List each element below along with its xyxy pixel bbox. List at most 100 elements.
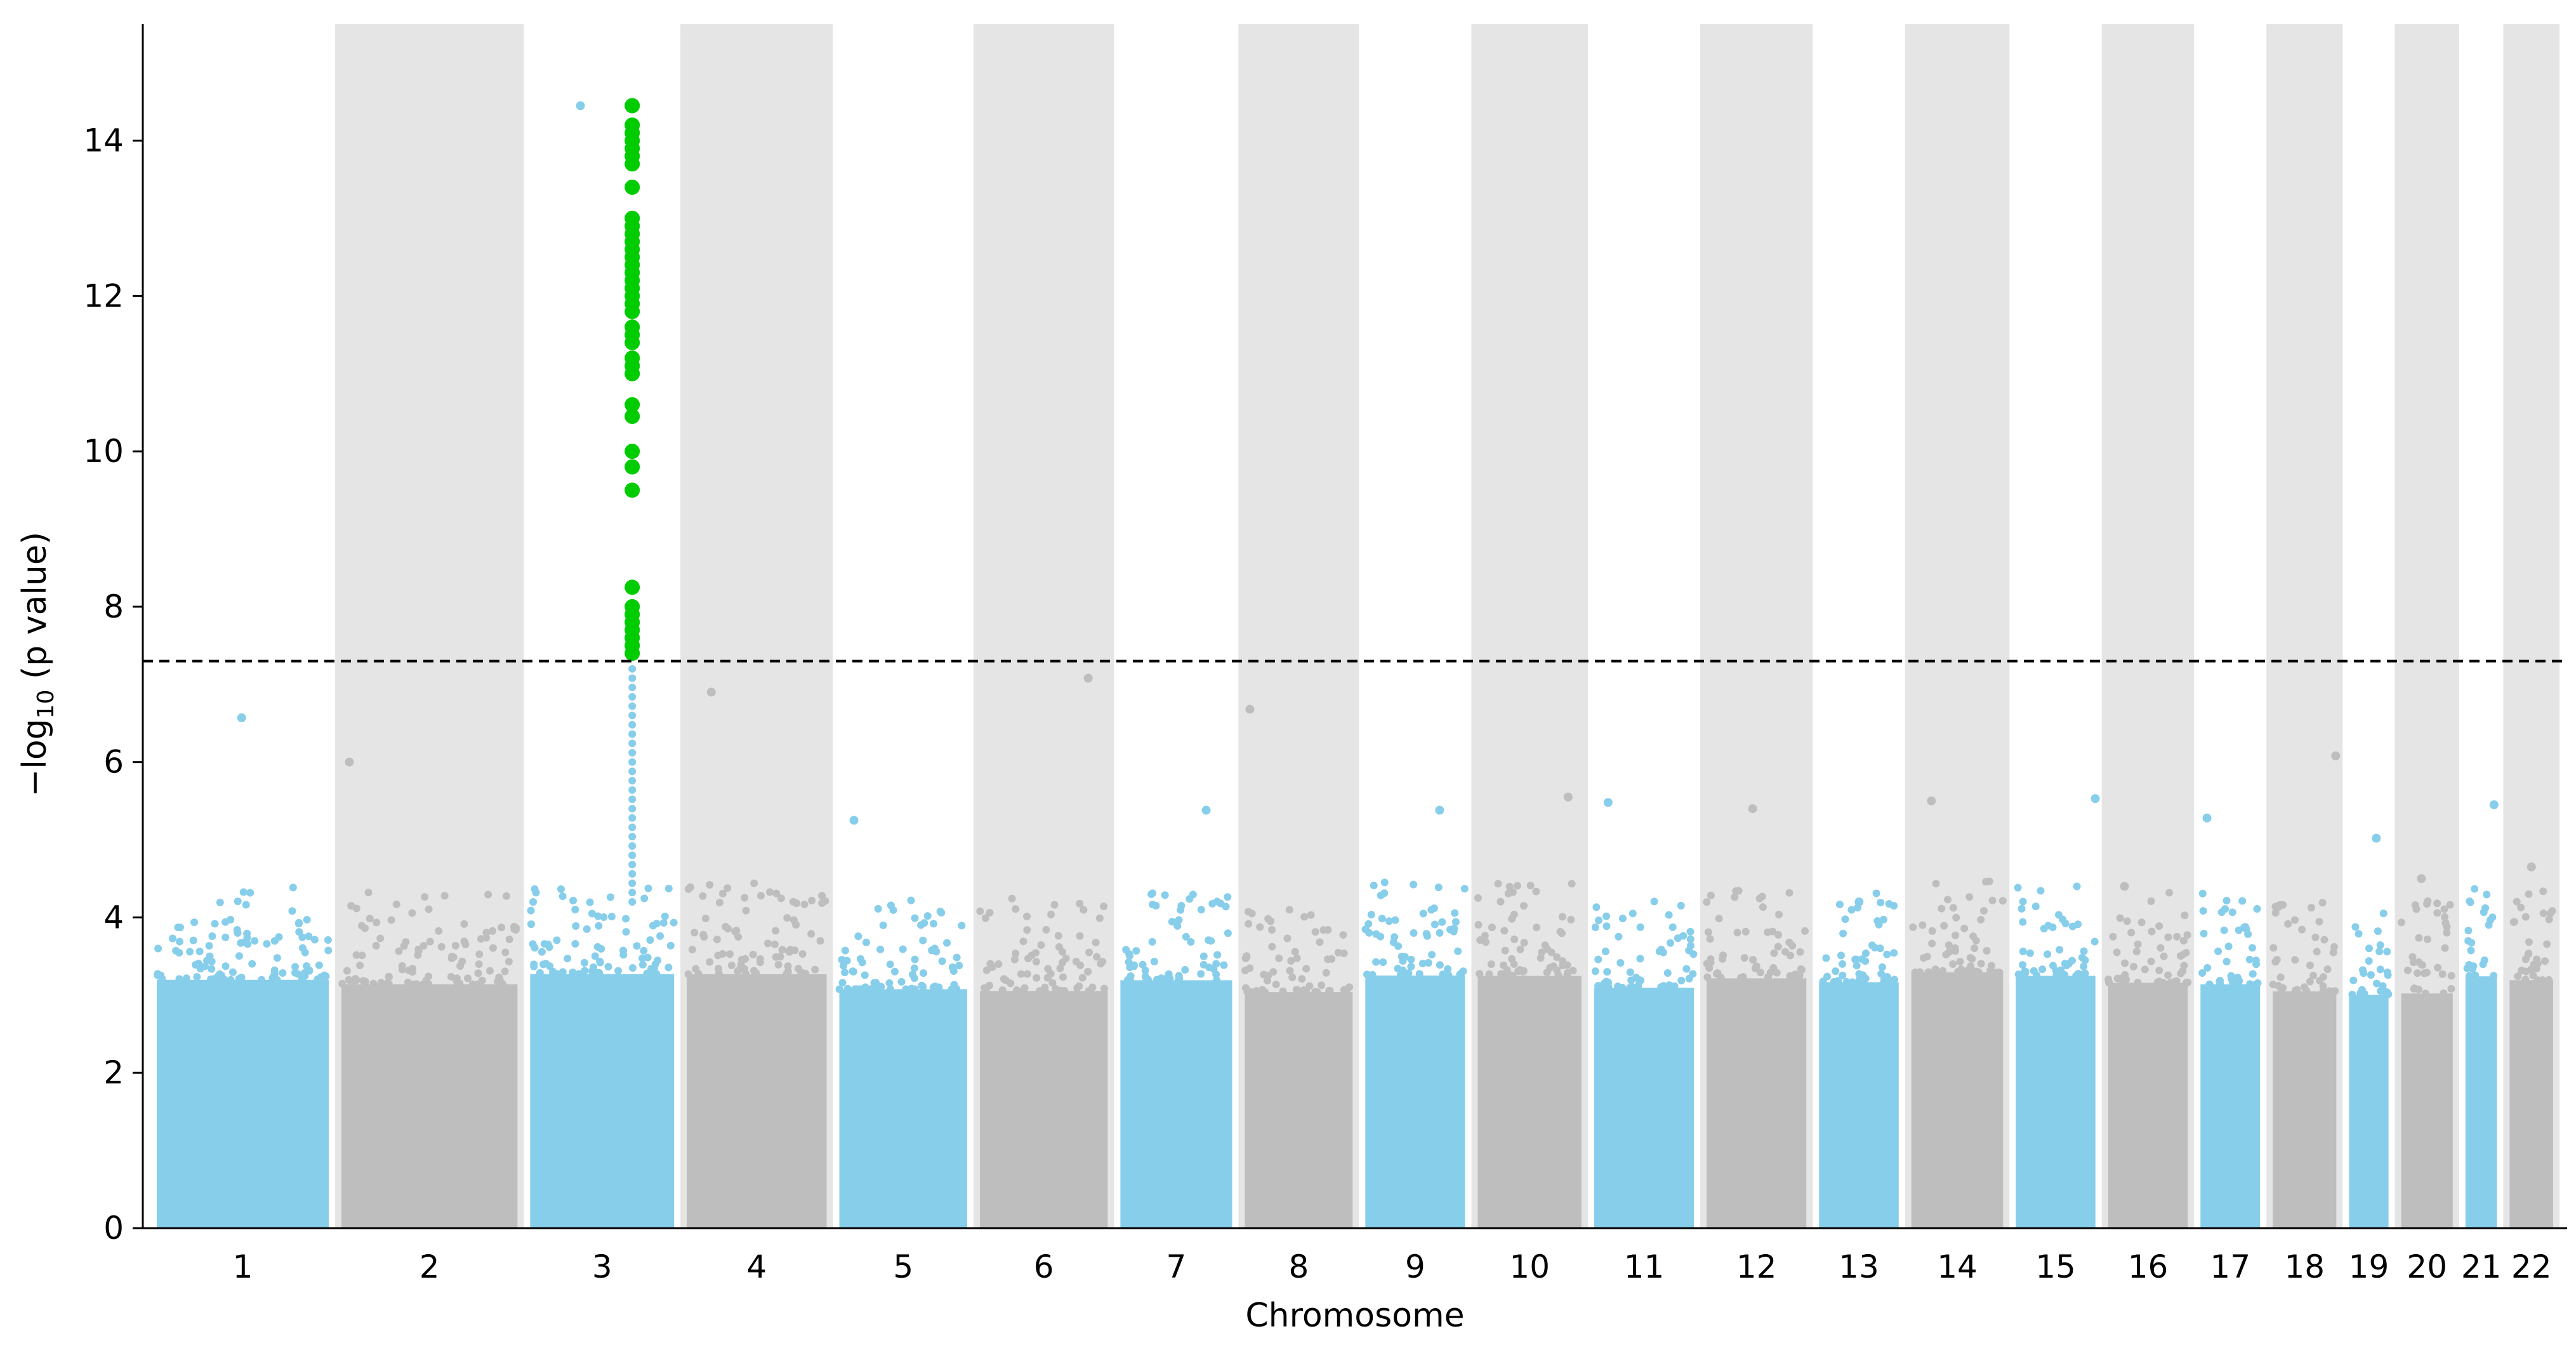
y-tick-label: 10 <box>83 433 124 470</box>
chromosome-point-6 <box>1080 906 1088 914</box>
chromosome-point-10 <box>1501 946 1509 955</box>
y-tick-label: 2 <box>103 1054 124 1091</box>
chromosome-point-4 <box>772 953 780 961</box>
chromosome-point-1 <box>315 961 323 969</box>
y-tick-label: 8 <box>103 588 124 625</box>
chromosome-point-8 <box>1241 966 1250 974</box>
chromosome-point-19 <box>2383 948 2391 956</box>
chromosome-point-2 <box>361 924 369 932</box>
chromosome-point-7 <box>1124 976 1132 984</box>
chromosome-point-6 <box>1095 914 1104 922</box>
chromosome-point-1 <box>154 944 162 953</box>
chromosome-point-4 <box>735 966 743 974</box>
chromosome-point-2 <box>387 916 395 924</box>
chromosome-point-7 <box>1175 972 1183 980</box>
chromosome-point-12 <box>1707 955 1715 963</box>
chromosome-point-15 <box>2059 915 2067 923</box>
chromosome-point-7 <box>1173 922 1182 930</box>
chromosome-point-2 <box>475 960 483 969</box>
significant-point <box>624 397 640 413</box>
chromosome-point-6 <box>1047 910 1055 918</box>
chromosome-point-14 <box>1943 896 1952 904</box>
chromosome-point-11 <box>1618 915 1627 923</box>
chromosome-point-2 <box>361 977 369 986</box>
significant-points <box>624 98 640 661</box>
chromosome-point-13 <box>1861 974 1870 983</box>
chromosome-point-20 <box>2397 918 2405 927</box>
chromosome-point-8 <box>1307 911 1315 919</box>
chromosome-point-20 <box>2424 897 2432 905</box>
chromosome-point-12 <box>1741 927 1750 936</box>
chromosome-point-18 <box>2330 943 2339 951</box>
chromosome-point-11 <box>1616 959 1625 967</box>
chromosome-point-4 <box>818 892 826 900</box>
chromosome-point-17 <box>2223 897 2231 905</box>
chromosome-point-4 <box>795 965 803 973</box>
chromosome-point-9 <box>1385 917 1393 925</box>
chromosome-point-22 <box>2539 887 2547 896</box>
chromosome-points-6 <box>979 991 1108 1228</box>
chromosome-point-6 <box>1050 901 1059 909</box>
chromosome-point-12 <box>1774 930 1782 939</box>
chromosome-point-5 <box>886 985 894 993</box>
chromosome-point-1 <box>239 888 248 896</box>
chromosome-point-6 <box>1076 899 1084 908</box>
chromosome-point-18 <box>2313 948 2321 956</box>
x-axis-ticks: 1 2 3 4 5 6 7 8 9 10 11 12 13 14 15 16 17 18 19 20 21 22 <box>233 1248 2552 1285</box>
chromosome-point-2 <box>435 927 443 935</box>
chromosome-point-1 <box>293 970 301 978</box>
chromosome-point-7 <box>1175 916 1183 924</box>
chromosome-point-2 <box>451 942 459 950</box>
chromosome-point-5 <box>920 919 928 927</box>
chromosome-point-11 <box>1689 950 1698 958</box>
chromosome-point-22 <box>2510 918 2518 926</box>
chromosome-point-6 <box>988 963 996 971</box>
chromosome-points-1 <box>157 979 329 1228</box>
chromosome-point-3 <box>549 967 557 976</box>
chromosome-point-12 <box>1707 891 1715 899</box>
chromosome-point-7 <box>1166 974 1174 983</box>
chromosome-point-1 <box>235 952 243 960</box>
chromosome-peak-5 <box>849 816 859 825</box>
chromosome-point-9 <box>1450 927 1458 936</box>
chromosome-points-16 <box>2108 983 2188 1228</box>
chromosome-point-1 <box>221 918 230 926</box>
chromosome-point-1 <box>193 973 201 981</box>
chromosome-point-14 <box>1928 927 1936 935</box>
chromosome-point-6 <box>976 907 984 915</box>
chromosome-point-3 <box>586 898 594 906</box>
chromosome-point-14 <box>1964 967 1972 975</box>
chromosome-point-11 <box>1591 923 1599 932</box>
chromosome-point-14 <box>1956 958 1964 966</box>
chromosome-point-22 <box>2517 903 2525 911</box>
chromosome-point-3 <box>558 968 567 976</box>
chromosome-point-2 <box>461 941 470 949</box>
chromosome-point-9 <box>1451 909 1459 917</box>
chromosome-point-4 <box>686 883 694 891</box>
signal-point <box>628 879 637 887</box>
chromosome-point-1 <box>205 942 213 950</box>
chromosome-point-5 <box>919 936 927 944</box>
chromosome-point-18 <box>2276 973 2285 981</box>
chromosome-point-19 <box>2367 970 2375 979</box>
chromosome-point-11 <box>1668 923 1677 931</box>
chromosome-points-4 <box>687 974 827 1228</box>
x-tick-label-14: 14 <box>1937 1248 1978 1285</box>
signal-point <box>628 823 637 831</box>
chromosome-point-14 <box>1928 939 1936 948</box>
chromosome-point-20 <box>2438 970 2447 978</box>
chromosome-peak-17 <box>2202 813 2212 823</box>
chromosome-point-10 <box>1494 880 1502 888</box>
chromosome-point-10 <box>1497 970 1505 978</box>
chromosome-point-7 <box>1156 976 1165 984</box>
chromosome-point-15 <box>2019 971 2027 979</box>
chromosome-point-3 <box>638 960 647 969</box>
chromosome-point-21 <box>2488 913 2497 922</box>
chromosome-points-12 <box>1707 978 1807 1228</box>
chromosome-point-1 <box>206 975 215 983</box>
chromosome-point-8 <box>1279 987 1287 995</box>
chromosome-point-5 <box>955 962 963 970</box>
chromosome-point-8 <box>1288 973 1297 981</box>
chromosome-point-4 <box>723 884 732 892</box>
chromosome-point-10 <box>1563 969 1571 977</box>
